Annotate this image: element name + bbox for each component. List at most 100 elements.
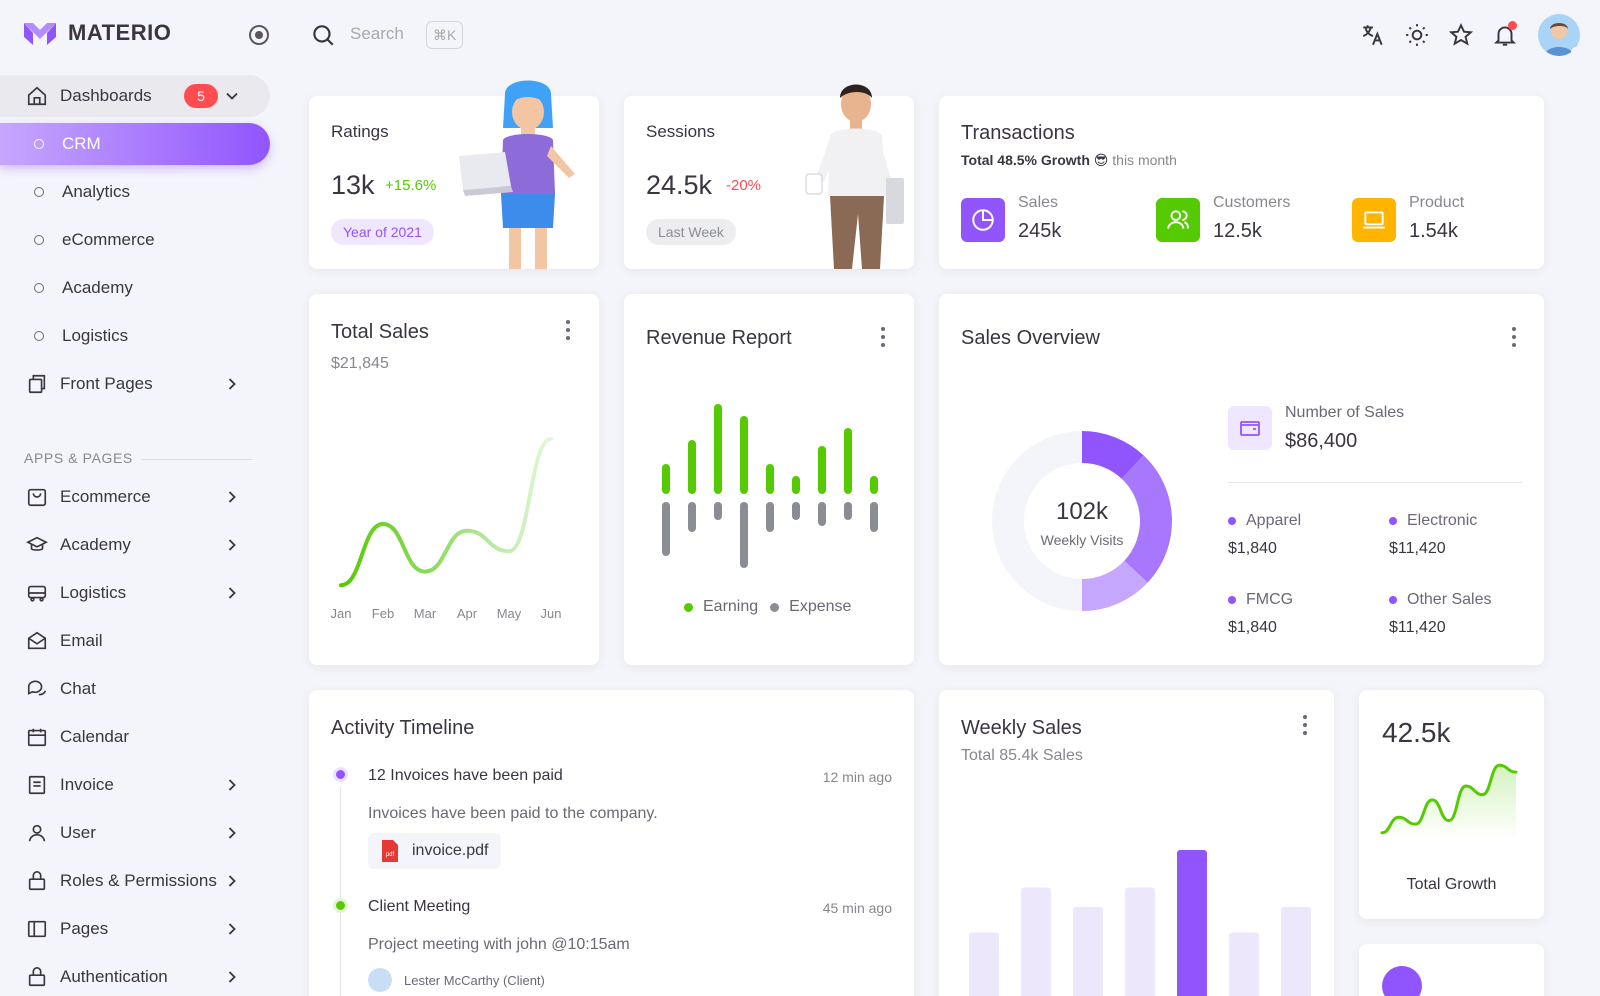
chevron-right-icon — [228, 378, 236, 390]
donut-slice — [992, 431, 1082, 611]
legend-dot-earning — [684, 602, 693, 612]
circle-icon — [34, 235, 44, 245]
sidebar-item-label: Roles & Permissions — [60, 871, 217, 890]
x-tick-label: May — [497, 606, 522, 621]
sidebar-item-invoice[interactable]: Invoice — [0, 764, 270, 806]
bell-icon[interactable] — [1490, 20, 1520, 50]
sales-overview-donut-chart — [992, 431, 1172, 611]
sales-item-label: Apparel — [1246, 512, 1302, 529]
circle-icon — [34, 283, 44, 293]
ratings-value: 13k — [331, 170, 375, 200]
circle-icon — [34, 331, 44, 341]
legend-dot — [1228, 517, 1236, 525]
sidebar-item-academy-dashboard[interactable]: Academy — [0, 267, 270, 309]
chevron-right-icon — [228, 827, 236, 839]
sidebar-item-label: Academy — [62, 278, 133, 297]
sidebar-item-chat[interactable]: Chat — [0, 668, 270, 710]
users-icon — [1156, 198, 1200, 242]
card-title: Weekly Sales — [961, 717, 1082, 739]
total-sales-line-chart: Jan Feb Mar Apr May Jun — [331, 437, 561, 621]
expense-bar — [844, 502, 852, 520]
more-vertical-icon[interactable] — [881, 327, 885, 347]
sidebar-pin-toggle-icon[interactable] — [249, 25, 269, 45]
transactions-card: Transactions Total 48.5% Growth 😎 this m… — [939, 96, 1544, 269]
weekly-bar — [1125, 887, 1155, 996]
timeline-event-desc: Project meeting with john @10:15am — [368, 936, 630, 953]
sidebar-item-logistics-dashboard[interactable]: Logistics — [0, 315, 270, 357]
sales-item-apparel: Apparel — [1228, 512, 1301, 530]
activity-timeline-card: Activity Timeline 12 Invoices have been … — [309, 690, 914, 996]
user-icon — [26, 822, 48, 844]
more-vertical-icon[interactable] — [566, 320, 570, 340]
chevron-right-icon — [228, 971, 236, 983]
legend-label-expense: Expense — [789, 598, 852, 615]
more-vertical-icon[interactable] — [1303, 715, 1307, 735]
earning-bar — [818, 446, 826, 494]
timeline-event-time: 12 min ago — [822, 769, 892, 785]
search-shortcut-hint: ⌘K — [426, 21, 464, 49]
sidebar-item-front-pages[interactable]: Front Pages — [0, 363, 270, 405]
star-icon[interactable] — [1446, 20, 1476, 50]
sidebar-item-label: Logistics — [62, 326, 129, 345]
sidebar-item-academy[interactable]: Academy — [0, 524, 270, 566]
sidebar-item-email[interactable]: Email — [0, 620, 270, 662]
weekly-bar — [969, 932, 999, 996]
x-tick-label: Jan — [331, 606, 351, 621]
sidebar-item-analytics[interactable]: Analytics — [0, 171, 270, 213]
chevron-right-icon — [228, 491, 236, 503]
sales-line — [339, 437, 553, 588]
weekly-sales-card: Weekly Sales Total 85.4k Sales — [939, 690, 1334, 996]
transactions-growth-text: Total 48.5% Growth — [961, 152, 1090, 168]
sessions-period-chip: Last Week — [646, 219, 736, 245]
search-input[interactable]: Search — [350, 24, 404, 43]
legend-label-earning: Earning — [703, 598, 759, 615]
sidebar-item-user[interactable]: User — [0, 812, 270, 854]
attachment-filename: invoice.pdf — [412, 842, 489, 859]
search-icon[interactable] — [310, 22, 336, 48]
revenue-report-card: Revenue Report Earning Expense — [624, 294, 914, 665]
sidebar-item-logistics[interactable]: Logistics — [0, 572, 270, 614]
divider — [1228, 482, 1522, 483]
sidebar-item-label: Ecommerce — [60, 487, 151, 506]
sun-icon[interactable] — [1402, 20, 1432, 50]
sales-item-label: FMCG — [1246, 591, 1294, 608]
translate-icon[interactable] — [1358, 20, 1388, 50]
avatar[interactable] — [1538, 14, 1580, 56]
sales-item-other: Other Sales — [1389, 591, 1491, 609]
man-with-mug-illustration — [805, 84, 904, 269]
earning-bar — [662, 464, 670, 494]
earning-bar — [766, 464, 774, 494]
calendar-icon — [26, 726, 48, 748]
stat-value: 245k — [1018, 220, 1062, 242]
legend-dot — [1389, 517, 1397, 525]
timeline-dot — [333, 767, 348, 782]
sidebar-item-dashboards[interactable]: Dashboards 5 — [0, 75, 270, 117]
sidebar-item-authentication[interactable]: Authentication — [0, 956, 270, 996]
pdf-file-icon: pdf — [382, 840, 398, 862]
top-navbar: Search ⌘K — [310, 14, 1580, 58]
brand[interactable]: MATERIO — [24, 20, 171, 46]
sidebar-item-ecommerce[interactable]: Ecommerce — [0, 476, 270, 518]
sidebar-item-label: Pages — [60, 919, 109, 938]
avatar — [1382, 966, 1422, 996]
sidebar-item-roles-permissions[interactable]: Roles & Permissions — [0, 860, 270, 902]
attachment-chip[interactable]: pdf invoice.pdf — [368, 833, 501, 869]
more-vertical-icon[interactable] — [1512, 327, 1516, 347]
number-of-sales-value: $86,400 — [1285, 430, 1358, 452]
sessions-value: 24.5k — [646, 170, 713, 200]
sidebar-item-label: Invoice — [60, 775, 114, 794]
stat-value: 12.5k — [1213, 220, 1262, 242]
sidebar-item-label: Front Pages — [60, 374, 153, 393]
sidebar-item-label: Authentication — [60, 967, 168, 986]
growth-area — [1382, 765, 1516, 838]
home-icon — [26, 85, 48, 107]
earning-bar — [870, 476, 878, 494]
expense-bar — [688, 502, 696, 532]
sidebar-item-ecommerce-dashboard[interactable]: eCommerce — [0, 219, 270, 261]
sidebar-item-label: Academy — [60, 535, 131, 554]
sidebar-item-pages[interactable]: Pages — [0, 908, 270, 950]
expense-bar — [714, 502, 722, 520]
sidebar-item-calendar[interactable]: Calendar — [0, 716, 270, 758]
sidebar-item-crm[interactable]: CRM — [0, 123, 270, 165]
revenue-bar-chart — [662, 404, 878, 568]
